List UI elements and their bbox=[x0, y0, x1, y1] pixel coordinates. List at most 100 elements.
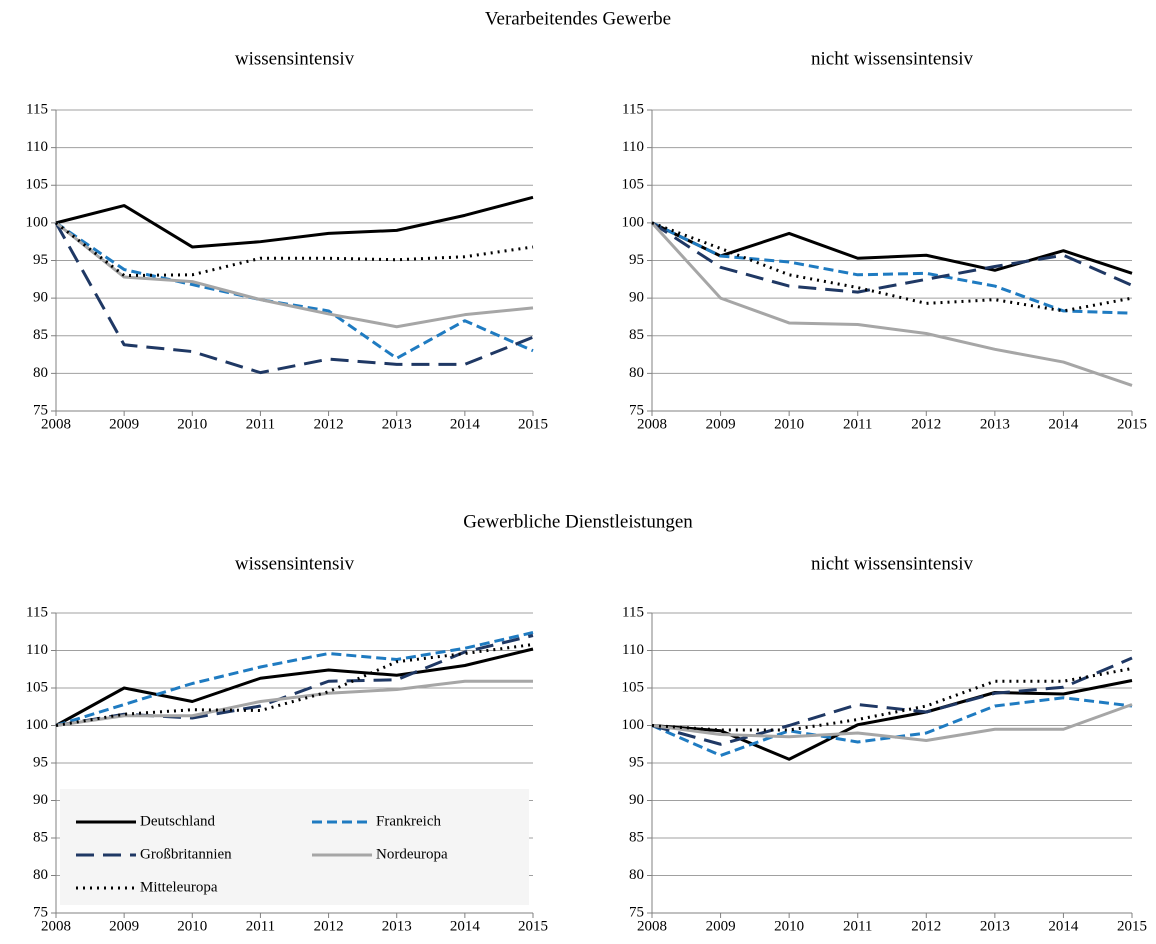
x-tick-label: 2014 bbox=[1048, 416, 1079, 432]
y-tick-label: 80 bbox=[33, 365, 48, 381]
series-line bbox=[55, 221, 534, 360]
x-tick-label: 2010 bbox=[774, 918, 804, 934]
series-line bbox=[651, 221, 1133, 313]
series-line bbox=[651, 221, 1133, 294]
series-line bbox=[651, 703, 1133, 742]
chart-title: nicht wissensintensiv bbox=[811, 48, 974, 69]
x-tick-label: 2014 bbox=[450, 416, 481, 432]
x-tick-label: 2008 bbox=[41, 416, 71, 432]
y-tick-label: 85 bbox=[33, 829, 48, 845]
y-tick-label: 100 bbox=[26, 717, 49, 733]
series-line bbox=[651, 667, 1133, 732]
y-tick-label: 75 bbox=[629, 402, 644, 418]
series-line bbox=[54, 222, 534, 375]
x-tick-label: 2015 bbox=[518, 918, 548, 934]
series-line bbox=[651, 696, 1133, 757]
chart-title: wissensintensiv bbox=[235, 553, 355, 574]
y-tick-label: 105 bbox=[26, 679, 49, 695]
chart-title: wissensintensiv bbox=[235, 48, 355, 69]
series-line bbox=[55, 634, 534, 727]
series-line bbox=[55, 679, 533, 727]
x-tick-label: 2010 bbox=[774, 416, 804, 432]
x-tick-label: 2008 bbox=[637, 918, 667, 934]
legend-label: Frankreich bbox=[376, 813, 441, 829]
legend-label: Nordeuropa bbox=[376, 846, 448, 862]
x-tick-label: 2013 bbox=[382, 918, 412, 934]
x-tick-label: 2013 bbox=[382, 416, 412, 432]
y-tick-label: 100 bbox=[622, 214, 645, 230]
section-title: Gewerbliche Dienstleistungen bbox=[463, 511, 693, 532]
legend: Deutschland Frankreich Großbritannien Norde… bbox=[60, 789, 529, 905]
y-tick-label: 85 bbox=[33, 327, 48, 343]
y-tick-label: 75 bbox=[629, 904, 644, 920]
y-tick-label: 115 bbox=[26, 101, 48, 117]
x-tick-label: 2015 bbox=[1117, 918, 1147, 934]
x-tick-label: 2014 bbox=[450, 918, 481, 934]
y-tick-label: 105 bbox=[622, 177, 645, 193]
y-tick-label: 80 bbox=[629, 867, 644, 883]
series-line bbox=[55, 643, 534, 727]
y-tick-label: 95 bbox=[629, 754, 644, 770]
x-tick-label: 2013 bbox=[980, 918, 1010, 934]
series-line bbox=[55, 221, 534, 278]
x-tick-label: 2011 bbox=[246, 416, 275, 432]
y-tick-label: 95 bbox=[33, 252, 48, 268]
y-tick-label: 115 bbox=[622, 604, 644, 620]
series-line bbox=[55, 631, 534, 727]
series-line bbox=[651, 679, 1133, 761]
y-tick-label: 90 bbox=[33, 792, 48, 808]
x-tick-label: 2008 bbox=[637, 416, 667, 432]
x-tick-label: 2011 bbox=[246, 918, 275, 934]
y-tick-label: 85 bbox=[629, 327, 644, 343]
x-tick-label: 2015 bbox=[518, 416, 548, 432]
y-tick-label: 115 bbox=[26, 604, 48, 620]
x-tick-label: 2008 bbox=[41, 918, 71, 934]
y-tick-label: 105 bbox=[26, 177, 49, 193]
chart-title: nicht wissensintensiv bbox=[811, 553, 974, 574]
x-tick-label: 2015 bbox=[1117, 416, 1147, 432]
x-tick-label: 2010 bbox=[177, 416, 207, 432]
y-tick-label: 80 bbox=[629, 365, 644, 381]
y-tick-label: 110 bbox=[26, 139, 48, 155]
series-line bbox=[55, 221, 534, 329]
y-tick-label: 100 bbox=[622, 717, 645, 733]
series-line bbox=[650, 221, 1133, 387]
x-tick-label: 2009 bbox=[706, 416, 736, 432]
legend-label: Mitteleuropa bbox=[140, 879, 218, 895]
legend-box bbox=[60, 789, 529, 905]
legend-label: Deutschland bbox=[140, 813, 215, 829]
x-tick-label: 2012 bbox=[911, 918, 941, 934]
y-tick-label: 110 bbox=[622, 642, 644, 658]
x-tick-label: 2012 bbox=[314, 918, 344, 934]
x-tick-label: 2011 bbox=[843, 416, 872, 432]
x-tick-label: 2010 bbox=[177, 918, 207, 934]
legend-label: Großbritannien bbox=[140, 846, 232, 862]
x-tick-label: 2011 bbox=[843, 918, 872, 934]
series-line bbox=[651, 221, 1133, 315]
series-line bbox=[55, 195, 534, 249]
y-tick-label: 75 bbox=[33, 402, 48, 418]
series-line bbox=[651, 221, 1133, 275]
y-tick-label: 80 bbox=[33, 867, 48, 883]
y-tick-label: 110 bbox=[622, 139, 644, 155]
x-tick-label: 2009 bbox=[109, 918, 139, 934]
x-tick-label: 2009 bbox=[109, 416, 139, 432]
x-tick-label: 2012 bbox=[911, 416, 941, 432]
y-tick-label: 90 bbox=[33, 290, 48, 306]
x-tick-label: 2014 bbox=[1048, 918, 1079, 934]
x-tick-label: 2012 bbox=[314, 416, 344, 432]
section-title: Verarbeitendes Gewerbe bbox=[485, 8, 671, 29]
y-tick-label: 100 bbox=[26, 214, 49, 230]
series-line bbox=[55, 647, 534, 727]
y-tick-label: 90 bbox=[629, 792, 644, 808]
x-tick-label: 2013 bbox=[980, 416, 1010, 432]
y-tick-label: 75 bbox=[33, 904, 48, 920]
y-tick-label: 95 bbox=[629, 252, 644, 268]
y-tick-label: 90 bbox=[629, 290, 644, 306]
y-tick-label: 110 bbox=[26, 642, 48, 658]
y-tick-label: 95 bbox=[33, 754, 48, 770]
series-line bbox=[651, 656, 1133, 746]
y-tick-label: 85 bbox=[629, 829, 644, 845]
x-tick-label: 2009 bbox=[706, 918, 736, 934]
